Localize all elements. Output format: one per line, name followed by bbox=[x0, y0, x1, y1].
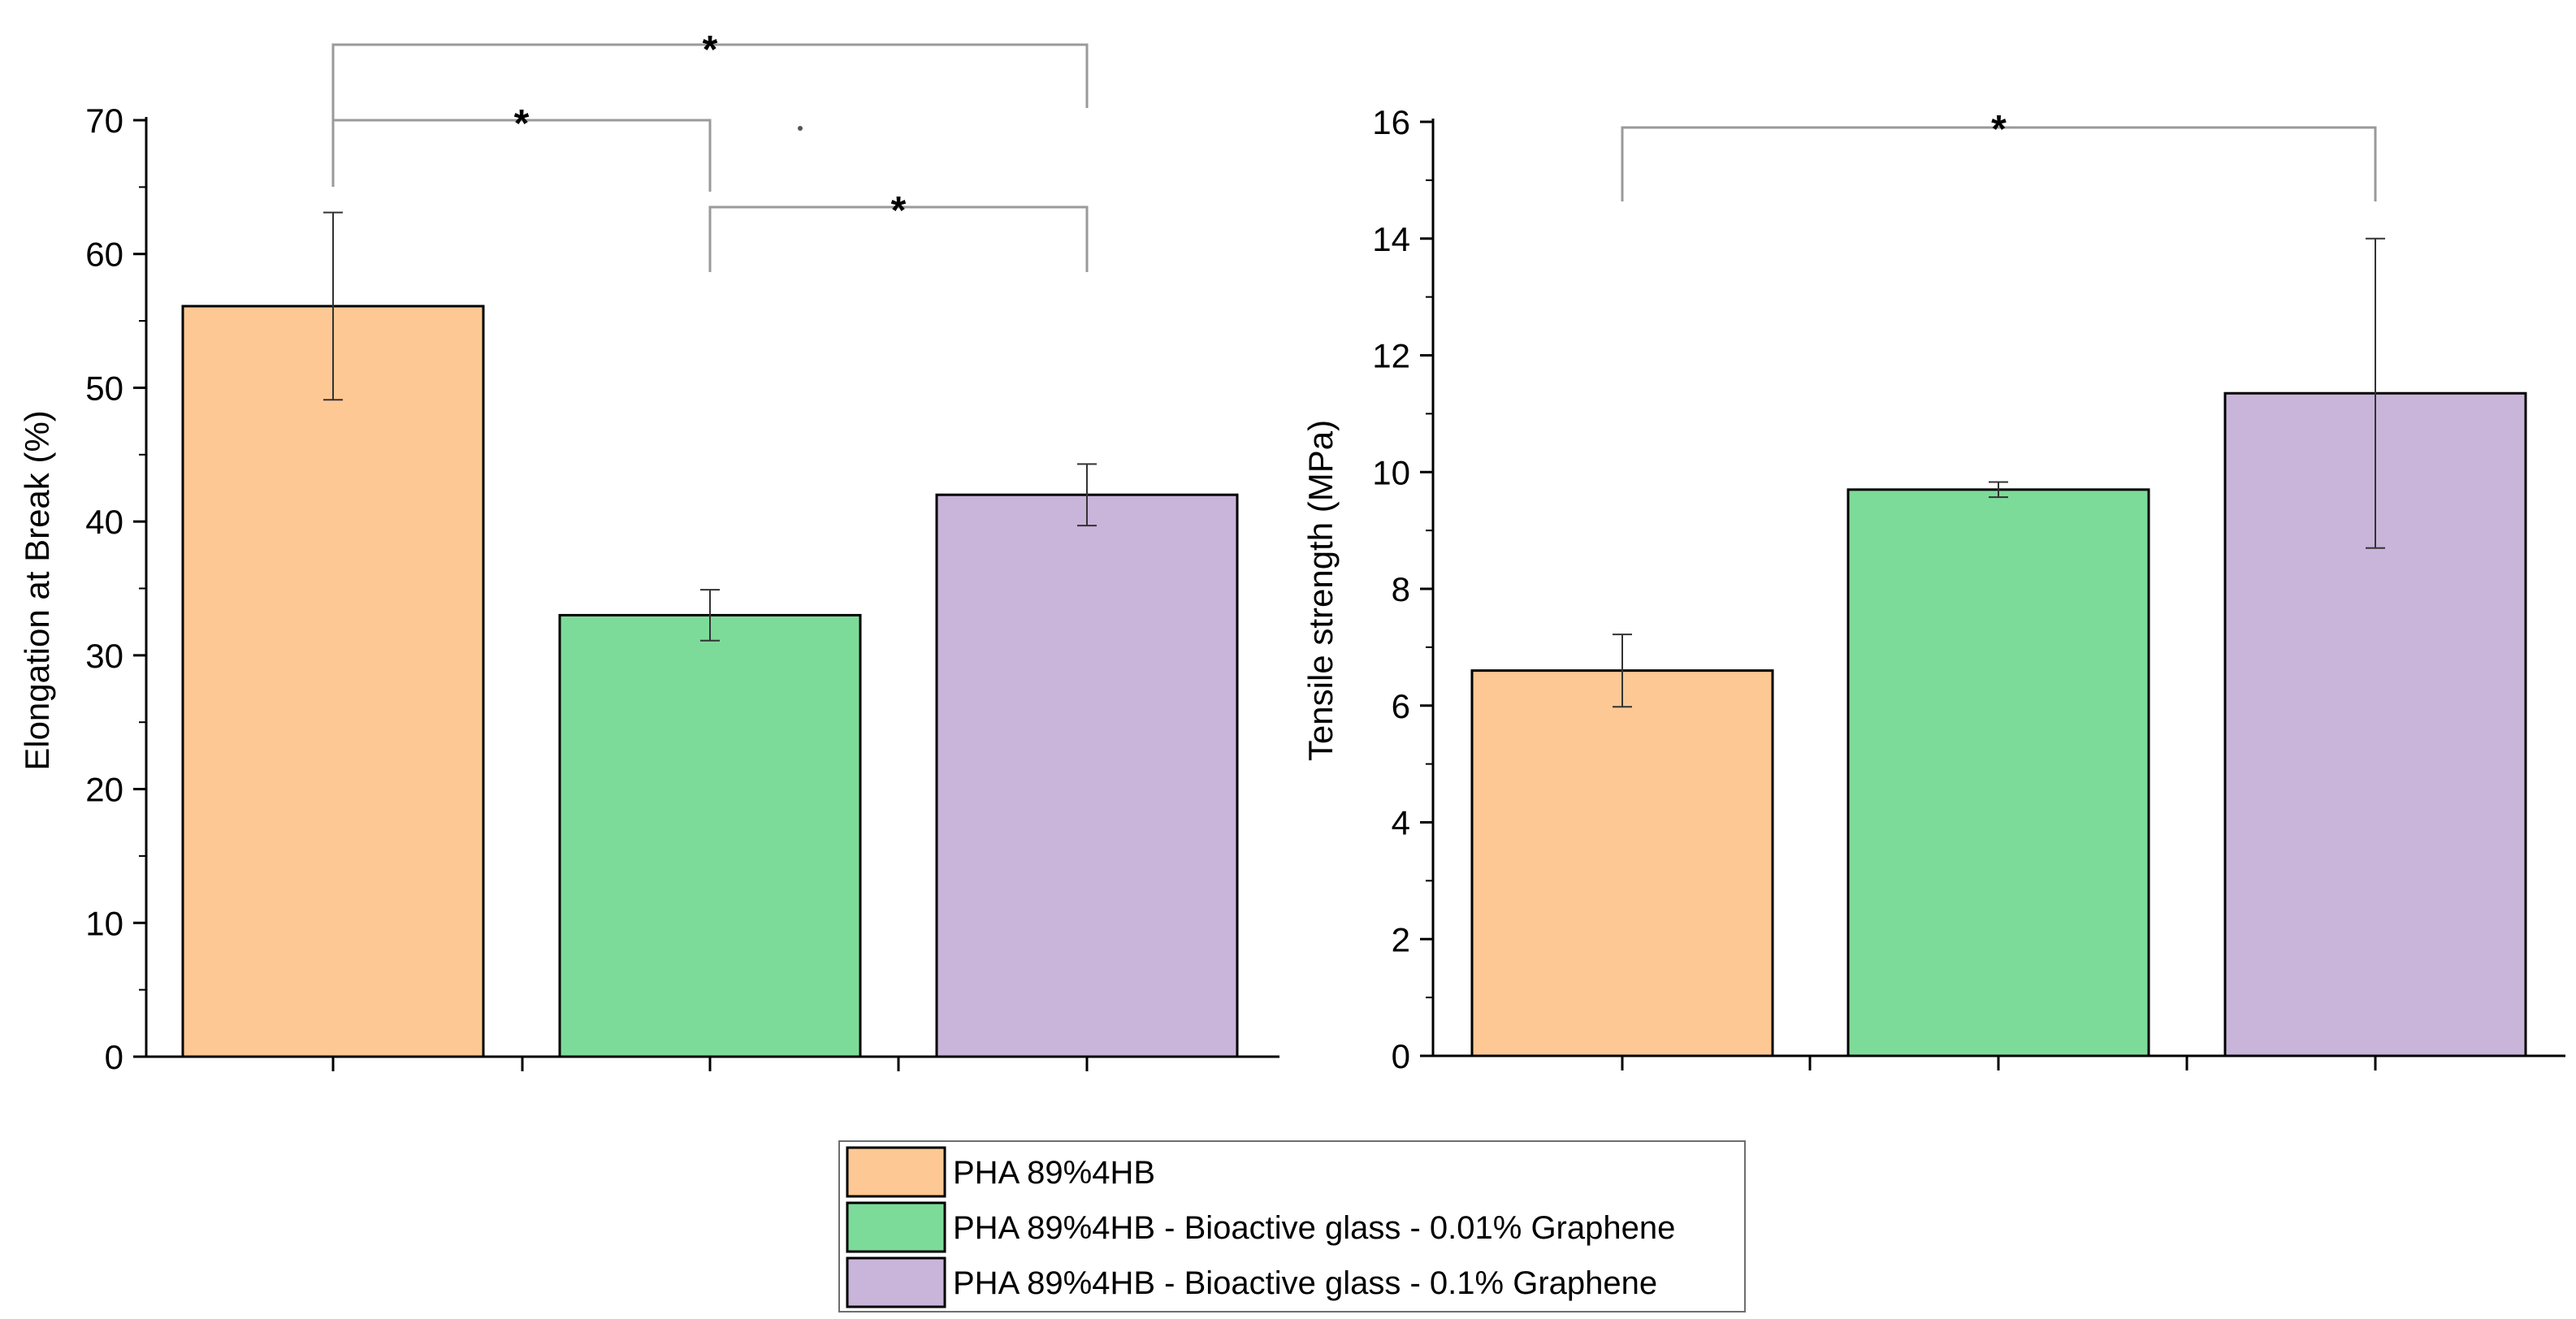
legend-entry: PHA 89%4HB - Bioactive glass - 0.1% Grap… bbox=[846, 1256, 1657, 1308]
tensile-y-tick-label: 16 bbox=[1372, 103, 1410, 141]
legend-entry: PHA 89%4HB bbox=[846, 1146, 1155, 1198]
elongation-bar bbox=[558, 613, 862, 1058]
elongation-significance-label: * bbox=[891, 189, 907, 232]
elongation-bar bbox=[181, 305, 485, 1058]
elongation-chart: 0 10 20 30 40 50 60 70 * * * Elongation at Break … bbox=[18, 28, 1279, 1076]
tensile-error-bars bbox=[1613, 237, 2385, 708]
legend: PHA 89%4HB PHA 89%4HB - Bioactive glass … bbox=[838, 1140, 1746, 1313]
stray-dot bbox=[798, 126, 803, 131]
legend-entry: PHA 89%4HB - Bioactive glass - 0.01% Gra… bbox=[846, 1201, 1675, 1253]
tensile-y-tick-label: 2 bbox=[1392, 920, 1410, 958]
elongation-y-tick-label: 30 bbox=[85, 637, 123, 675]
legend-swatch bbox=[846, 1201, 946, 1253]
tensile-bars bbox=[1470, 391, 2527, 1057]
tensile-y-tick-label: 4 bbox=[1392, 804, 1410, 842]
legend-label: PHA 89%4HB - Bioactive glass - 0.01% Gra… bbox=[953, 1210, 1675, 1246]
tensile-bar bbox=[1846, 488, 2150, 1057]
elongation-axes: 0 10 20 30 40 50 60 70 bbox=[85, 102, 1279, 1076]
elongation-y-tick-label: 60 bbox=[85, 236, 123, 274]
tensile-y-tick-label: 14 bbox=[1372, 220, 1410, 258]
tensile-significance-label: * bbox=[1991, 108, 2007, 151]
elongation-y-tick-label: 40 bbox=[85, 503, 123, 541]
elongation-bars bbox=[181, 305, 1239, 1058]
elongation-y-tick-label: 70 bbox=[85, 102, 123, 140]
elongation-y-tick-label: 10 bbox=[85, 904, 123, 942]
legend-swatch bbox=[846, 1146, 946, 1198]
elongation-y-tick-label: 0 bbox=[105, 1038, 123, 1076]
tensile-y-tick-label: 10 bbox=[1372, 453, 1410, 491]
legend-frame bbox=[838, 1140, 1746, 1313]
elongation-y-tick-label: 50 bbox=[85, 369, 123, 407]
tensile-y-tick-label: 6 bbox=[1392, 687, 1410, 725]
tensile-chart: 0 2 4 6 8 10 12 14 16 * Tensile strength (MPa) bbox=[1301, 103, 2565, 1075]
tensile-y-tick-label: 12 bbox=[1372, 337, 1410, 375]
elongation-error-bars bbox=[323, 211, 1097, 642]
tensile-significance-brackets: * bbox=[1621, 108, 2377, 201]
elongation-significance-bracket bbox=[331, 43, 1089, 187]
elongation-significance-label: * bbox=[514, 102, 530, 145]
legend-label: PHA 89%4HB bbox=[953, 1155, 1155, 1191]
tensile-axes: 0 2 4 6 8 10 12 14 16 bbox=[1372, 103, 2565, 1075]
elongation-significance-bracket bbox=[708, 205, 1089, 272]
legend-swatch bbox=[846, 1256, 946, 1308]
tensile-y-tick-label: 8 bbox=[1392, 570, 1410, 608]
elongation-significance-label: * bbox=[703, 28, 718, 71]
tensile-bar bbox=[1470, 669, 1774, 1057]
elongation-y-axis-title: Elongation at Break (%) bbox=[18, 410, 56, 771]
elongation-y-tick-label: 20 bbox=[85, 771, 123, 809]
tensile-significance-bracket bbox=[1621, 126, 2377, 201]
elongation-bar bbox=[935, 493, 1239, 1058]
tensile-y-axis-title: Tensile strength (MPa) bbox=[1301, 420, 1340, 761]
legend-label: PHA 89%4HB - Bioactive glass - 0.1% Grap… bbox=[953, 1265, 1657, 1301]
elongation-significance-brackets: * * * bbox=[331, 28, 1089, 272]
tensile-y-tick-label: 0 bbox=[1392, 1037, 1410, 1075]
